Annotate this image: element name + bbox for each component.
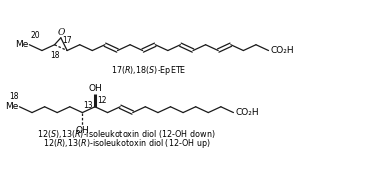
Text: 12: 12 xyxy=(97,96,107,105)
Text: CO₂H: CO₂H xyxy=(235,108,259,117)
Text: 18: 18 xyxy=(9,92,19,101)
Text: OH: OH xyxy=(88,84,102,93)
Text: O: O xyxy=(57,28,65,37)
Text: 17: 17 xyxy=(62,36,72,45)
Text: 17($\it{R}$),18($\it{S}$)-EpETE: 17($\it{R}$),18($\it{S}$)-EpETE xyxy=(111,64,187,77)
Text: Me: Me xyxy=(5,102,19,111)
Text: 20: 20 xyxy=(30,31,40,40)
Text: 12($\it{S}$),13($\it{R}$)-isoleukotoxin diol (12-OH down): 12($\it{S}$),13($\it{R}$)-isoleukotoxin … xyxy=(37,128,216,141)
Text: Me: Me xyxy=(15,40,28,49)
Text: OH: OH xyxy=(76,126,89,135)
Text: CO₂H: CO₂H xyxy=(271,46,294,55)
Text: 12($\it{R}$),13($\it{R}$)-isoleukotoxin diol (12-OH up): 12($\it{R}$),13($\it{R}$)-isoleukotoxin … xyxy=(43,137,210,150)
Text: 13: 13 xyxy=(84,101,93,110)
Text: 18: 18 xyxy=(50,51,59,60)
